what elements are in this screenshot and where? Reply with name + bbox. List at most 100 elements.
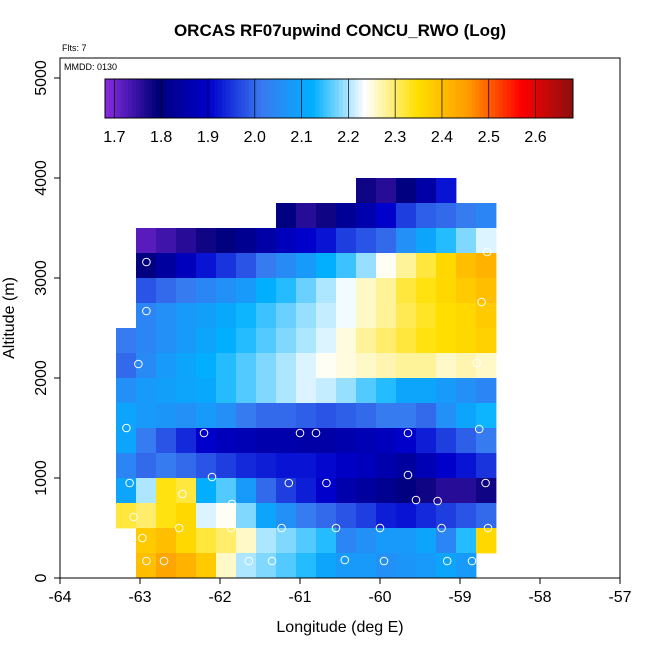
heatmap-cell — [436, 528, 457, 554]
heatmap-cell — [376, 503, 397, 529]
colorbar-segment — [381, 79, 387, 118]
heatmap-cell — [396, 253, 417, 279]
heatmap-cell — [336, 403, 357, 429]
colorbar-segment — [175, 79, 180, 118]
colorbar-segment — [498, 79, 504, 118]
heatmap-cell — [396, 478, 417, 504]
heatmap-cell — [196, 253, 217, 279]
heatmap-cell — [156, 328, 177, 354]
colorbar-segment — [557, 79, 562, 118]
heatmap-cell — [136, 278, 157, 304]
heatmap-cell — [416, 203, 437, 229]
colorbar-segment — [272, 79, 278, 118]
colorbar-segment — [307, 79, 313, 118]
colorbar-segment — [105, 79, 110, 118]
heatmap-cell — [356, 528, 377, 554]
heatmap-cell — [436, 478, 457, 504]
colorbar-segment — [124, 79, 129, 118]
heatmap-cell — [196, 228, 217, 254]
colorbar-segment — [432, 79, 437, 118]
heatmap-cell — [176, 303, 197, 329]
heatmap-cell — [416, 303, 437, 329]
heatmap-cell — [276, 303, 297, 329]
heatmap-cell — [256, 478, 277, 504]
colorbar-segment — [444, 79, 449, 118]
observation-point — [375, 523, 385, 533]
observation-point — [138, 533, 147, 543]
colorbar-segment — [284, 79, 289, 118]
colorbar-segment — [335, 79, 340, 118]
heatmap-cell — [456, 503, 477, 529]
colorbar-segment — [534, 79, 539, 118]
heatmap-cell — [236, 303, 257, 329]
heatmap-cell — [416, 403, 437, 429]
observation-point — [134, 359, 143, 369]
colorbar-segment — [456, 79, 461, 118]
heatmap-cell — [376, 528, 397, 554]
heatmap-cell — [316, 528, 337, 554]
heatmap-cell — [136, 328, 157, 354]
heatmap-cell — [276, 203, 297, 229]
heatmap-cell — [356, 428, 377, 454]
heatmap-cell — [156, 353, 177, 379]
heatmap-cell — [396, 178, 417, 204]
observation-point — [322, 478, 331, 488]
colorbar-segment — [459, 79, 465, 118]
heatmap-cell — [276, 353, 297, 379]
heatmap-cell — [356, 203, 377, 229]
heatmap-cell — [376, 353, 397, 379]
colorbar-segment — [378, 79, 383, 118]
observation-point — [142, 556, 151, 566]
heatmap-cell — [256, 378, 277, 404]
heatmap-cell — [436, 328, 457, 354]
colorbar-segment — [253, 79, 258, 118]
colorbar-segment — [264, 79, 270, 118]
heatmap-cell — [336, 303, 357, 329]
heatmap-cell — [216, 528, 237, 554]
colorbar-segments — [105, 79, 574, 118]
colorbar-segment — [276, 79, 281, 118]
heatmap-cell — [156, 528, 177, 554]
heatmap-cell — [376, 328, 397, 354]
colorbar-segment — [506, 79, 512, 118]
heatmap-cell — [216, 378, 237, 404]
heatmap-cell — [276, 478, 297, 504]
heatmap-cell — [336, 253, 357, 279]
observation-point — [411, 495, 421, 505]
heatmap-cell — [316, 428, 337, 454]
heatmap-cell — [256, 253, 277, 279]
colorbar-tick-label: 2.4 — [431, 129, 453, 146]
heatmap-cell — [476, 278, 497, 304]
colorbar-segment — [424, 79, 430, 118]
colorbar-frame — [104, 78, 574, 119]
colorbar-segment — [346, 79, 352, 118]
colorbar-segment — [249, 79, 254, 118]
colorbar-segment — [167, 79, 172, 118]
heatmap-cell — [476, 228, 497, 254]
heatmap-cell — [276, 553, 297, 579]
heatmap-cell — [156, 553, 177, 579]
heatmap-cell — [256, 228, 277, 254]
heatmap-cell — [376, 428, 397, 454]
heatmap-cell — [356, 478, 377, 504]
plot-area — [59, 57, 621, 579]
heatmap-cell — [456, 278, 477, 304]
colorbar-segment — [268, 79, 274, 118]
x-tick-label: -59 — [448, 589, 471, 606]
heatmap-cell — [296, 453, 317, 479]
colorbar-segment — [440, 79, 445, 118]
colorbar-segment — [491, 79, 496, 118]
observation-point — [437, 523, 446, 533]
heatmap-cell — [236, 228, 257, 254]
colorbar-segment — [210, 79, 215, 118]
heatmap-cell — [216, 278, 237, 304]
heatmap-cell — [116, 453, 137, 479]
heatmap-cell — [176, 428, 197, 454]
heatmap-cell — [336, 353, 357, 379]
heatmap-cell — [436, 228, 457, 254]
y-tick-label: 5000 — [33, 60, 50, 96]
heatmap-cell — [356, 553, 377, 579]
heatmap-cell — [396, 278, 417, 304]
heatmap-cell — [456, 353, 477, 379]
heatmap-cell — [276, 453, 297, 479]
